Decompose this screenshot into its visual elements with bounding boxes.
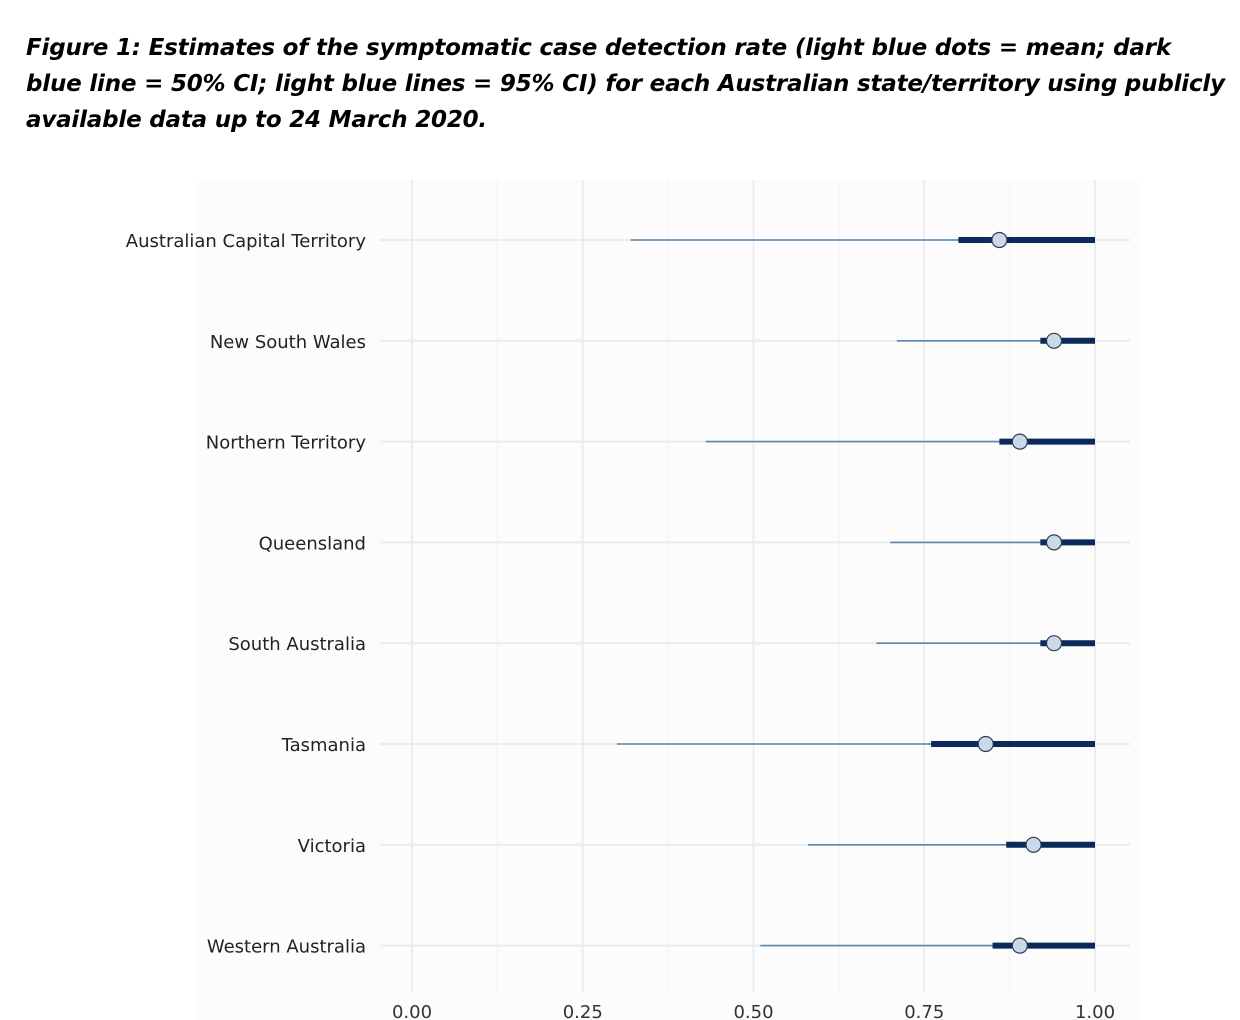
- mean-dot: [1011, 937, 1028, 954]
- row-south-australia: [876, 635, 1095, 652]
- category-label: New South Wales: [210, 332, 366, 353]
- figure-caption: Figure 1: Estimates of the symptomatic c…: [26, 35, 1225, 133]
- row-northern-territory: [705, 433, 1095, 450]
- row-western-australia: [760, 937, 1095, 954]
- category-label: Victoria: [298, 836, 366, 857]
- category-label: Northern Territory: [206, 433, 367, 454]
- category-label: Australian Capital Territory: [126, 231, 367, 252]
- mean-dot: [1045, 332, 1063, 349]
- mean-dot: [1045, 534, 1063, 551]
- category-label: Queensland: [259, 533, 366, 554]
- mean-dot: [991, 231, 1008, 249]
- row-australian-capital-territory: [630, 231, 1095, 249]
- x-tick-label: 0.25: [563, 1002, 603, 1020]
- row-victoria: [808, 836, 1095, 853]
- category-axis: Australian Capital Territory New South Wa…: [126, 231, 367, 958]
- row-queensland: [890, 534, 1095, 551]
- x-tick-label: 0.50: [733, 1002, 773, 1020]
- mean-dot: [1025, 836, 1042, 853]
- x-tick-label: 0.00: [392, 1002, 432, 1020]
- mean-dot: [977, 735, 994, 753]
- mean-dot: [1011, 433, 1028, 450]
- row-tasmania: [616, 735, 1095, 753]
- x-tick-label: 0.75: [904, 1002, 944, 1020]
- value-axis: 0.00 0.25 0.50 0.75 1.00: [392, 1002, 1115, 1020]
- category-label: South Australia: [228, 634, 366, 655]
- plot-rows: [616, 231, 1095, 954]
- mean-dot: [1045, 635, 1063, 652]
- x-tick-label: 1.00: [1075, 1002, 1115, 1020]
- row-new-south-wales: [896, 332, 1095, 349]
- category-label: Western Australia: [207, 937, 366, 958]
- category-label: Tasmania: [281, 735, 366, 756]
